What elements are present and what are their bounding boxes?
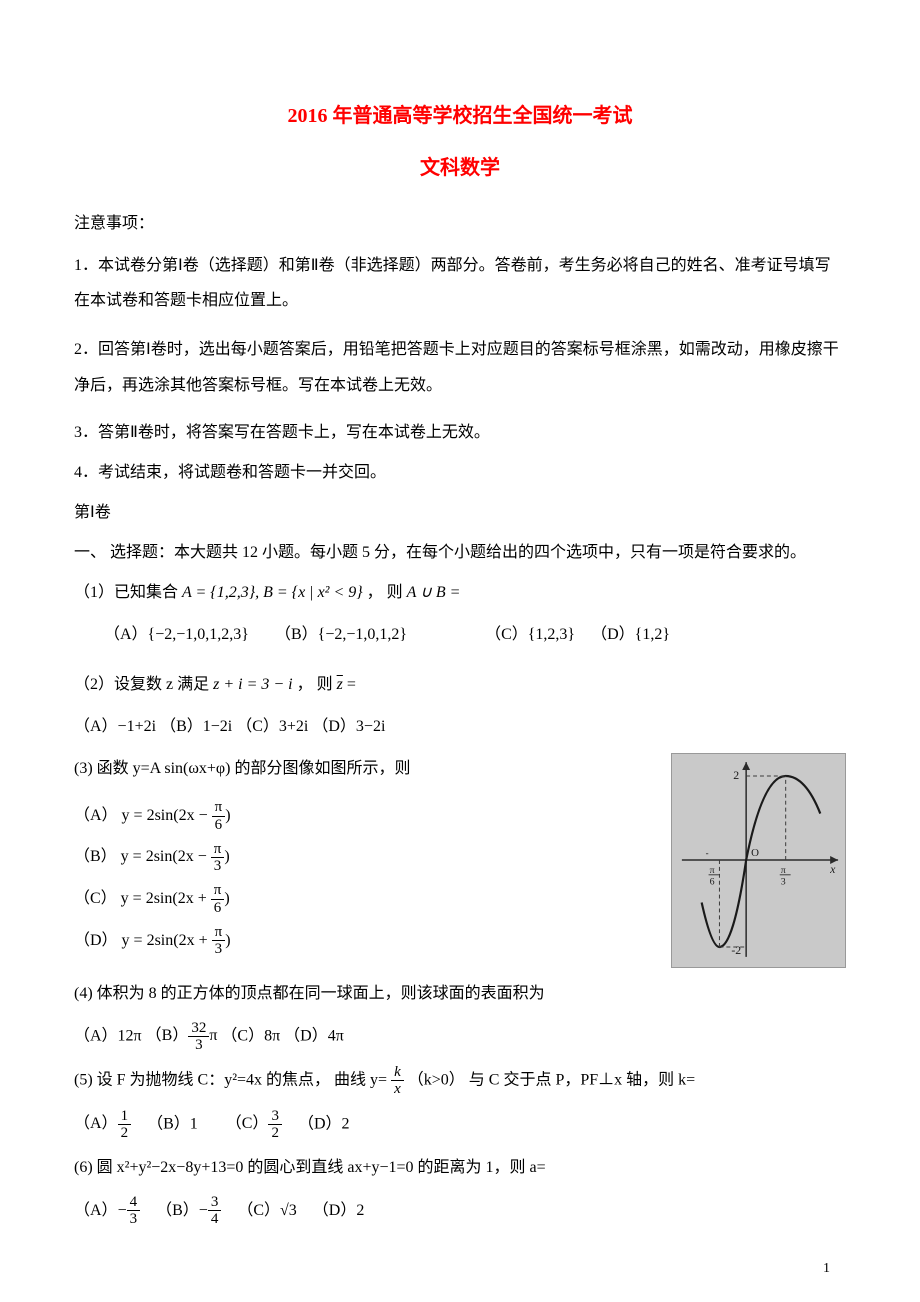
q2-stem-c: = — [347, 676, 356, 693]
question-6: (6) 圆 x²+y²−2x−8y+13=0 的圆心到直线 ax+y−1=0 的… — [74, 1152, 846, 1184]
q3-opt-b: （B） y = 2sin(2x − π3) — [74, 836, 641, 878]
question-3: (3) 函数 y=A sin(ωx+φ) 的部分图像如图所示，则 — [74, 753, 641, 785]
svg-text:x: x — [829, 862, 836, 876]
q2-opt-d: （D）3−2i — [312, 718, 385, 735]
q2-opt-b: （B）1−2i — [160, 718, 232, 735]
q1-stem-a: （1）已知集合 — [74, 584, 182, 601]
note-2: 2．回答第Ⅰ卷时，选出每小题答案后，用铅笔把答题卡上对应题目的答案标号框涂黑，如… — [74, 332, 846, 402]
page-number: 1 — [823, 1258, 830, 1280]
q5-opt-a: （A）12 — [74, 1115, 135, 1132]
svg-text:3: 3 — [781, 876, 786, 887]
section-heading: 一、 选择题：本大题共 12 小题。每小题 5 分，在每个小题给出的四个选项中，… — [74, 537, 846, 569]
q3-opt-c: （C） y = 2sin(2x + π6) — [74, 878, 641, 920]
q4-opt-b: （B）323π — [146, 1027, 222, 1044]
q1-opt-c: （C）{1,2,3} — [485, 626, 575, 643]
note-4: 4．考试结束，将试题卷和答题卡一并交回。 — [74, 457, 846, 489]
q2-zbar: z — [337, 676, 343, 693]
q6-options: （A）−43 （B）−34 （C）√3 （D）2 — [74, 1194, 846, 1228]
q3-options: （A） y = 2sin(2x − π6) （B） y = 2sin(2x − … — [74, 795, 641, 961]
q1-union-expr: A ∪ B = — [407, 584, 461, 601]
svg-text:2: 2 — [733, 768, 739, 782]
title-sub: 文科数学 — [74, 152, 846, 184]
q1-options: （A）{−2,−1,0,1,2,3} （B）{−2,−1,0,1,2} （C）{… — [74, 619, 846, 651]
q2-stem-a: （2）设复数 z 满足 — [74, 676, 213, 693]
svg-text:-2: -2 — [731, 943, 741, 957]
svg-text:π: π — [781, 865, 786, 876]
question-1: （1）已知集合 A = {1,2,3}, B = {x | x² < 9} ， … — [74, 577, 846, 609]
q1-stem-b: ， 则 — [367, 584, 407, 601]
q5-options: （A）12 （B）1 （C）32 （D）2 — [74, 1108, 846, 1142]
q6-opt-a: （A）−43 — [74, 1194, 140, 1228]
q3-opt-d: （D） y = 2sin(2x + π3) — [74, 920, 641, 962]
q4-opt-d: （D）4π — [284, 1027, 344, 1044]
q6-opt-b: （B）−34 — [156, 1194, 221, 1228]
question-3-wrap: (3) 函数 y=A sin(ωx+φ) 的部分图像如图所示，则 （A） y =… — [74, 753, 846, 968]
q2-stem-b: ， 则 — [297, 676, 337, 693]
part-label: 第Ⅰ卷 — [74, 497, 846, 529]
q6-opt-c: （C）√3 — [237, 1202, 300, 1219]
sine-graph: 2 -2 O x π 6 - π 3 — [671, 753, 846, 968]
q1-opt-a: （A）{−2,−1,0,1,2,3} — [104, 626, 249, 643]
q1-opt-b: （B）{−2,−1,0,1,2} — [275, 626, 407, 643]
q2-eq: z + i = 3 − i — [213, 676, 293, 693]
title-main: 2016 年普通高等学校招生全国统一考试 — [74, 100, 846, 132]
q5-opt-d: （D）2 — [298, 1115, 350, 1132]
q5-opt-c: （C）32 — [226, 1115, 286, 1132]
q1-opt-d: （D）{1,2} — [591, 626, 670, 643]
q4-opt-c: （C）8π — [221, 1027, 280, 1044]
question-2: （2）设复数 z 满足 z + i = 3 − i ， 则 z = — [74, 669, 846, 701]
note-1: 1．本试卷分第Ⅰ卷（选择题）和第Ⅱ卷（非选择题）两部分。答卷前，考生务必将自己的… — [74, 248, 846, 318]
question-4: (4) 体积为 8 的正方体的顶点都在同一球面上，则该球面的表面积为 — [74, 978, 846, 1010]
svg-text:6: 6 — [710, 876, 715, 887]
q2-opt-a: （A）−1+2i — [74, 718, 156, 735]
note-3: 3．答第Ⅱ卷时，将答案写在答题卡上，写在本试卷上无效。 — [74, 417, 846, 449]
svg-text:π: π — [710, 865, 715, 876]
q6-opt-d: （D）2 — [313, 1202, 365, 1219]
q4-opt-a: （A）12π — [74, 1027, 142, 1044]
q1-set-expr: A = {1,2,3}, B = {x | x² < 9} — [182, 584, 363, 601]
svg-text:-: - — [706, 848, 709, 858]
q5-opt-b: （B）1 — [147, 1115, 198, 1132]
notes-heading: 注意事项： — [74, 208, 846, 240]
q2-opt-c: （C）3+2i — [236, 718, 308, 735]
question-3-left: (3) 函数 y=A sin(ωx+φ) 的部分图像如图所示，则 （A） y =… — [74, 753, 641, 961]
q4-options: （A）12π （B）323π （C）8π （D）4π — [74, 1020, 846, 1054]
question-5: (5) 设 F 为抛物线 C：y²=4x 的焦点， 曲线 y= kx （k>0）… — [74, 1064, 846, 1098]
q2-options: （A）−1+2i （B）1−2i （C）3+2i （D）3−2i — [74, 711, 846, 743]
svg-text:O: O — [751, 847, 759, 859]
q3-opt-a: （A） y = 2sin(2x − π6) — [74, 795, 641, 837]
